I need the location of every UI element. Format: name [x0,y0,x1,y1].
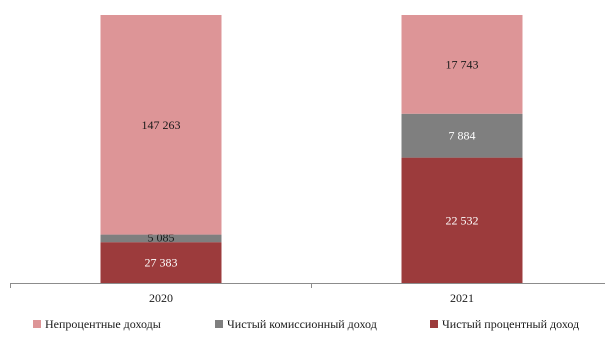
bar-segment [100,234,222,243]
data-label: 22 532 [446,213,479,227]
bar-segment [401,15,523,114]
x-tick-label: 2020 [149,291,173,305]
legend-label: Непроцентные доходы [45,317,161,331]
bar-segment [401,157,523,283]
bar-segment [100,242,222,283]
data-label: 17 743 [446,57,479,71]
data-label: 147 263 [142,118,181,132]
bar-segment [401,113,523,158]
legend-swatch [33,320,41,328]
legend-label: Чистый процентный доход [442,317,579,331]
data-label: 27 383 [145,256,178,270]
legend: Непроцентные доходы Чистый комиссионный д… [33,317,579,331]
legend-label: Чистый комиссионный доход [227,317,377,331]
x-axis: 2020 2021 [10,283,605,305]
x-tick-label: 2021 [450,291,474,305]
data-label: 7 884 [449,129,476,143]
legend-swatch [215,320,223,328]
legend-swatch [430,320,438,328]
bar-segment [100,15,222,235]
